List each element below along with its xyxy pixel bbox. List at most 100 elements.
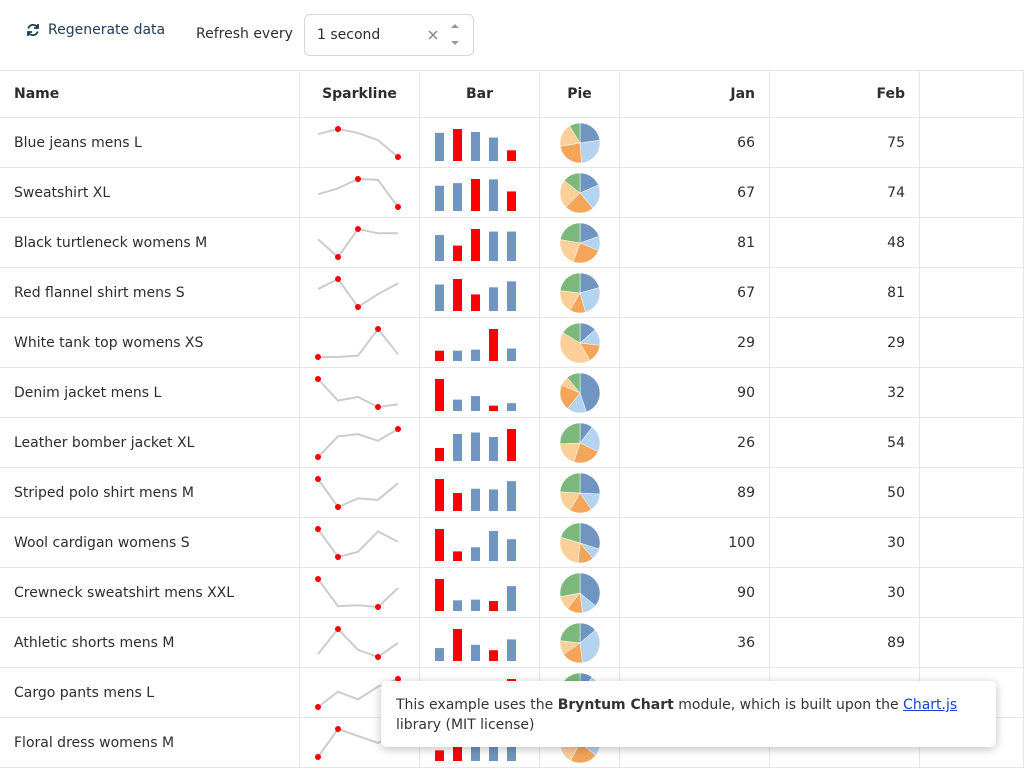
feb-cell: 89 [770, 618, 920, 667]
grid-row: Black turtleneck womens M 81 48 [0, 218, 1024, 268]
bar [488, 328, 498, 361]
jan-cell: 100 [620, 518, 770, 567]
header-label: Bar [465, 86, 494, 102]
pie-slice [559, 572, 580, 597]
pie-slice [566, 372, 580, 394]
name-cell: Wool cardigan womens S [0, 518, 300, 567]
grid-row: Red flannel shirt mens S 67 81 [0, 268, 1024, 318]
row-name: Floral dress womens M [14, 734, 175, 751]
bar [470, 599, 480, 611]
name-cell: Floral dress womens M [0, 718, 300, 767]
pie-chart [559, 172, 600, 213]
jan-cell: 89 [620, 468, 770, 517]
pie-chart [559, 222, 600, 263]
name-cell: Red flannel shirt mens S [0, 268, 300, 317]
pie-chart [559, 322, 600, 363]
header-label: Sparkline [322, 86, 397, 102]
bar-chart [434, 528, 516, 561]
sparkline-dot [354, 225, 361, 232]
pie-slice [563, 172, 580, 194]
jan-value: 36 [737, 634, 755, 651]
grid-row: White tank top womens XS 29 29 [0, 318, 1024, 368]
pie-cell [540, 318, 620, 367]
bar [452, 350, 462, 361]
pie-cell [540, 568, 620, 617]
bar-cell [420, 418, 540, 467]
sparkline-dot [314, 575, 321, 582]
bar [488, 436, 498, 461]
pie-slice [572, 242, 599, 263]
bar [470, 546, 480, 561]
feb-cell: 54 [770, 418, 920, 467]
feb-cell: 50 [770, 468, 920, 517]
sparkline-cell [300, 218, 420, 267]
bar-chart [434, 378, 516, 411]
bar [434, 578, 444, 611]
sparkline-dot [314, 525, 321, 532]
bar [470, 733, 480, 761]
feb-value: 48 [887, 234, 905, 251]
bar [470, 395, 480, 411]
bar [434, 528, 444, 561]
name-cell: White tank top womens XS [0, 318, 300, 367]
tip-link[interactable]: Chart.js [903, 697, 958, 713]
bar [452, 278, 462, 311]
refresh-combo[interactable]: 1 second [304, 14, 474, 56]
bar [488, 739, 498, 761]
tip-bold: Bryntum Chart [557, 697, 674, 713]
jan-cell: 67 [620, 268, 770, 317]
feb-cell: 74 [770, 168, 920, 217]
sparkline [317, 275, 398, 310]
pie-slice [559, 422, 580, 444]
pie-cell [540, 518, 620, 567]
pie-chart [559, 472, 600, 513]
grid-row: Denim jacket mens L 90 32 [0, 368, 1024, 418]
pie-slice [579, 472, 600, 494]
grid-row: Leather bomber jacket XL 26 54 [0, 418, 1024, 468]
feb-value: 54 [887, 434, 905, 451]
filler-cell [920, 168, 1024, 217]
jan-cell: 26 [620, 418, 770, 467]
bar-cell [420, 568, 540, 617]
grid-row: Striped polo shirt mens M 89 50 [0, 468, 1024, 518]
bar [452, 550, 462, 561]
filler-cell [920, 518, 1024, 567]
sparkline-cell [300, 368, 420, 417]
pie-cell [540, 118, 620, 167]
grid-row: Crewneck sweatshirt mens XXL 90 30 [0, 568, 1024, 618]
bar [470, 131, 480, 161]
row-name: Black turtleneck womens M [14, 234, 208, 251]
sparkline-cell [300, 168, 420, 217]
feb-value: 30 [887, 584, 905, 601]
feb-value: 74 [887, 184, 905, 201]
filler-cell [920, 268, 1024, 317]
pie-chart [559, 272, 600, 313]
bar-chart [434, 578, 516, 611]
grid-row: Wool cardigan womens S 100 30 [0, 518, 1024, 568]
sparkline [317, 125, 401, 160]
clear-icon[interactable] [427, 29, 439, 41]
sparkline-cell [300, 518, 420, 567]
spinner[interactable] [449, 21, 461, 49]
feb-value: 75 [887, 134, 905, 151]
sparkline [314, 375, 398, 410]
jan-cell: 81 [620, 218, 770, 267]
button-label: Regenerate data [48, 22, 166, 38]
column-header: Name [0, 71, 300, 117]
bar [452, 628, 462, 661]
header-label: Pie [567, 86, 592, 102]
bar-cell [420, 218, 540, 267]
pie-cell [540, 618, 620, 667]
filler-cell [920, 568, 1024, 617]
bar [506, 190, 516, 211]
regenerate-button[interactable]: Regenerate data [26, 22, 165, 38]
sparkline-dot [374, 653, 381, 660]
jan-value: 67 [737, 284, 755, 301]
bar [488, 137, 498, 161]
jan-cell: 90 [620, 568, 770, 617]
bar [452, 492, 462, 511]
bar [488, 178, 498, 211]
bar-cell [420, 468, 540, 517]
name-cell: Black turtleneck womens M [0, 218, 300, 267]
toolbar: Regenerate data Refresh every 1 second [0, 0, 1024, 70]
